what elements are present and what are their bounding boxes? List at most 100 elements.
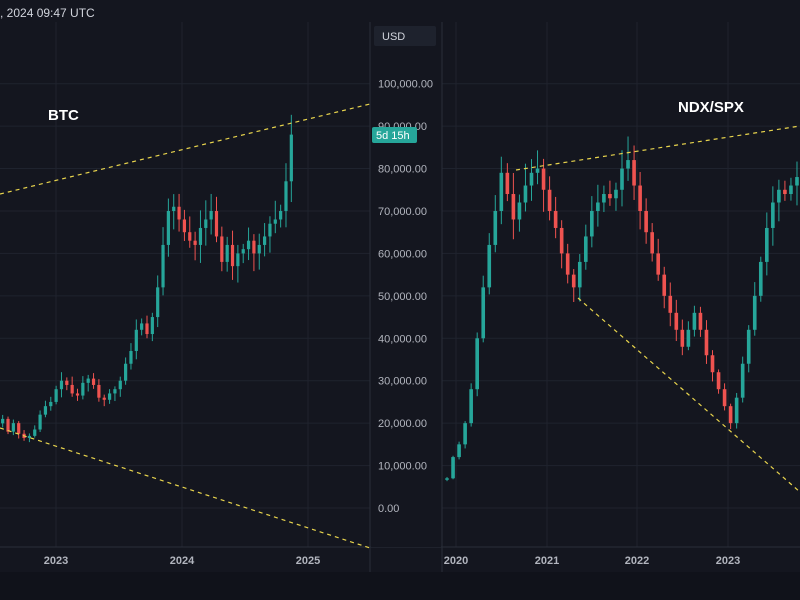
candle-body	[113, 389, 117, 394]
currency-label-box[interactable]	[374, 26, 436, 46]
header-bar	[0, 0, 800, 22]
time-tick-label: 2021	[535, 555, 559, 567]
candle-body	[632, 160, 636, 186]
ndx-grid	[442, 22, 800, 547]
time-tick-label: 2023	[716, 555, 740, 567]
candle-body	[740, 363, 745, 398]
candle-body	[209, 210, 213, 220]
candle-body	[193, 240, 197, 245]
candle-body	[145, 323, 149, 335]
candle-body	[252, 240, 256, 254]
ndx-chart-label: NDX/SPX	[678, 99, 744, 116]
candle-body	[134, 329, 138, 352]
candle-body	[493, 210, 498, 245]
candle-body	[523, 185, 528, 203]
candle-body	[198, 227, 203, 245]
ndx-trendline-lower	[577, 297, 800, 493]
candle-body	[626, 160, 630, 169]
price-tick-label: 50,000.00	[378, 291, 427, 303]
countdown-badge-text: 5d 15h	[376, 130, 410, 142]
price-tick-label: 40,000.00	[378, 333, 427, 345]
candle-body	[722, 389, 727, 407]
candle-body	[230, 244, 235, 267]
candle-body	[172, 206, 176, 211]
candle-body	[758, 261, 763, 296]
btc-chart-label: BTC	[48, 107, 79, 124]
candle-body	[638, 185, 642, 211]
candle-body	[620, 168, 624, 190]
candle-body	[6, 418, 10, 432]
candle-body	[177, 206, 181, 220]
candle-body	[752, 295, 757, 330]
candle-body	[686, 329, 691, 347]
candle-body	[161, 244, 165, 288]
candle-body	[487, 244, 492, 288]
candle-body	[692, 312, 697, 330]
candle-body	[107, 393, 112, 400]
candle-body	[182, 219, 187, 233]
candle-body	[214, 210, 219, 237]
candle-body	[656, 253, 661, 275]
candle-body	[565, 253, 570, 275]
candle-body	[499, 172, 504, 211]
btc-candles	[1, 114, 293, 443]
candle-body	[716, 372, 721, 390]
candle-body	[91, 378, 96, 385]
price-tick-label: 70,000.00	[378, 206, 427, 218]
candle-body	[511, 194, 516, 220]
price-tick-label: 60,000.00	[378, 248, 427, 260]
candle-body	[65, 380, 69, 385]
candle-body	[577, 261, 582, 288]
candle-body	[236, 253, 240, 267]
candle-body	[59, 380, 64, 390]
candle-body	[475, 338, 479, 390]
candle-body	[469, 389, 473, 424]
bottom-strip	[0, 572, 800, 600]
price-tick-label: 20,000.00	[378, 418, 427, 430]
candle-body	[674, 312, 679, 330]
price-axis-background	[371, 22, 441, 547]
time-tick-label: 2025	[296, 555, 320, 567]
candle-body	[118, 380, 122, 390]
candle-body	[457, 444, 461, 458]
candle-body	[680, 329, 685, 347]
time-tick-label: 2022	[625, 555, 649, 567]
candle-body	[75, 393, 80, 396]
price-tick-label: 80,000.00	[378, 164, 427, 176]
countdown-badge	[372, 127, 417, 143]
candle-body	[262, 236, 267, 245]
candle-body	[662, 274, 667, 296]
ndx-candles	[445, 136, 799, 482]
candle-body	[129, 351, 133, 364]
time-axis-ticks: 2023 2024 2025 2020 2021 2022 2023	[44, 555, 740, 567]
candle-body	[505, 172, 510, 195]
candle-body	[795, 177, 799, 186]
candle-body	[246, 240, 251, 250]
candle-body	[204, 219, 208, 228]
candle-body	[273, 219, 277, 224]
candle-body	[596, 202, 600, 211]
candle-body	[451, 457, 455, 479]
candle-body	[279, 210, 283, 220]
candle-body	[529, 172, 534, 186]
candle-body	[553, 210, 558, 228]
candle-body	[571, 274, 576, 288]
candle-body	[777, 189, 781, 203]
candle-body	[614, 189, 618, 199]
currency-label: USD	[382, 31, 405, 43]
candle-body	[783, 189, 787, 195]
price-tick-label: 30,000.00	[378, 376, 427, 388]
candle-body	[17, 423, 21, 434]
btc-trendline-lower	[0, 427, 371, 549]
candle-body	[728, 406, 733, 424]
candle-body	[698, 312, 703, 330]
candle-body	[704, 329, 709, 356]
candle-body	[463, 423, 467, 445]
candle-body	[70, 384, 74, 394]
candle-body	[765, 227, 769, 262]
header-timestamp: , 2024 09:47 UTC	[0, 6, 95, 20]
candle-body	[289, 134, 293, 182]
candle-body	[602, 194, 606, 203]
candle-body	[746, 329, 751, 364]
